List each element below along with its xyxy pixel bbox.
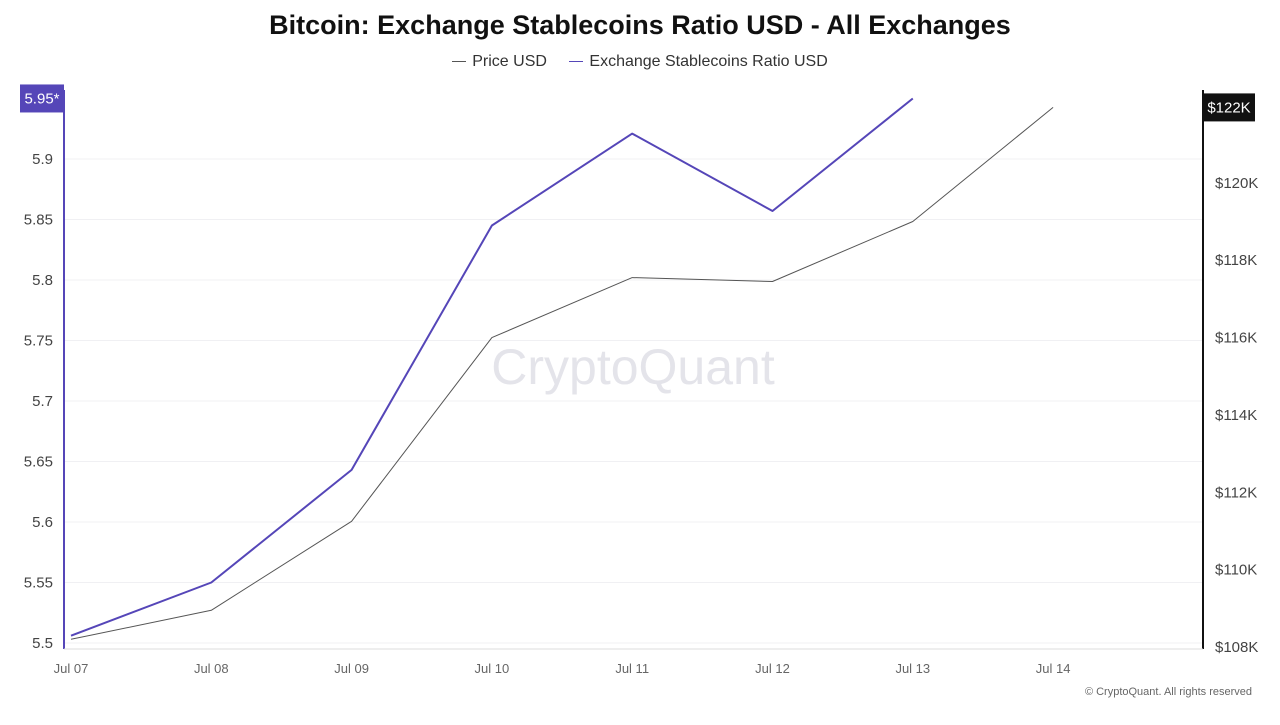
price-series-line [70, 107, 1054, 640]
right-axis-tick-label: $120K [1215, 175, 1258, 192]
x-axis-tick-label: Jul 12 [755, 661, 790, 676]
legend: Price USD Exchange Stablecoins Ratio USD [0, 53, 1280, 71]
right-axis-tick-label: $116K [1215, 330, 1257, 347]
x-axis-tick-label: Jul 13 [895, 661, 930, 676]
x-axis-tick-label: Jul 14 [1036, 661, 1071, 676]
axes [63, 90, 1204, 650]
left-axis-tick-label: 5.9 [32, 151, 53, 168]
x-axis-tick-label: Jul 09 [334, 661, 369, 676]
left-axis-tick-label: 5.7 [32, 393, 53, 410]
right-axis-tick-label: $114K [1215, 407, 1257, 424]
series-lines [70, 97, 1054, 640]
right-current-value-label: $122K [1207, 99, 1250, 116]
legend-label-ratio: Exchange Stablecoins Ratio USD [589, 53, 828, 70]
legend-label-price: Price USD [472, 53, 547, 70]
legend-swatch-price [452, 61, 467, 63]
x-axis-tick-label: Jul 11 [615, 661, 649, 676]
left-axis-tick-label: 5.6 [32, 514, 53, 531]
right-axis-tick-label: $110K [1215, 562, 1257, 579]
x-axis-tick-label: Jul 10 [475, 661, 510, 676]
right-current-value-badge [1203, 93, 1255, 122]
x-axis-tick-label: Jul 07 [54, 661, 89, 676]
left-current-value-label: 5.95* [24, 90, 59, 107]
legend-item-price[interactable]: Price USD [452, 53, 547, 71]
chart-title: Bitcoin: Exchange Stablecoins Ratio USD … [269, 10, 1011, 40]
ratio-series-line [70, 97, 914, 637]
right-axis-tick-label: $112K [1215, 484, 1257, 501]
grid-lines [64, 158, 1203, 644]
legend-swatch-ratio [569, 61, 584, 63]
left-axis-tick-label: 5.5 [32, 635, 53, 652]
tick-labels: 5.5 5.55 5.6 5.65 5.7 5.75 5.8 5.85 5.9 $108K $110… [20, 84, 1258, 676]
left-axis-tick-label: 5.8 [32, 272, 53, 289]
copyright-footer: © CryptoQuant. All rights reserved [1085, 686, 1252, 698]
left-axis-tick-label: 5.85 [24, 211, 53, 228]
left-axis-tick-label: 5.65 [24, 453, 53, 470]
legend-item-ratio[interactable]: Exchange Stablecoins Ratio USD [569, 53, 828, 71]
x-axis-tick-label: Jul 08 [194, 661, 229, 676]
left-axis-tick-label: 5.75 [24, 332, 53, 349]
watermark: CryptoQuant [491, 339, 775, 395]
right-axis-tick-label: $118K [1215, 252, 1257, 269]
right-axis-tick-label: $108K [1215, 639, 1258, 656]
left-axis-tick-label: 5.55 [24, 574, 53, 591]
left-current-value-badge [20, 84, 64, 113]
